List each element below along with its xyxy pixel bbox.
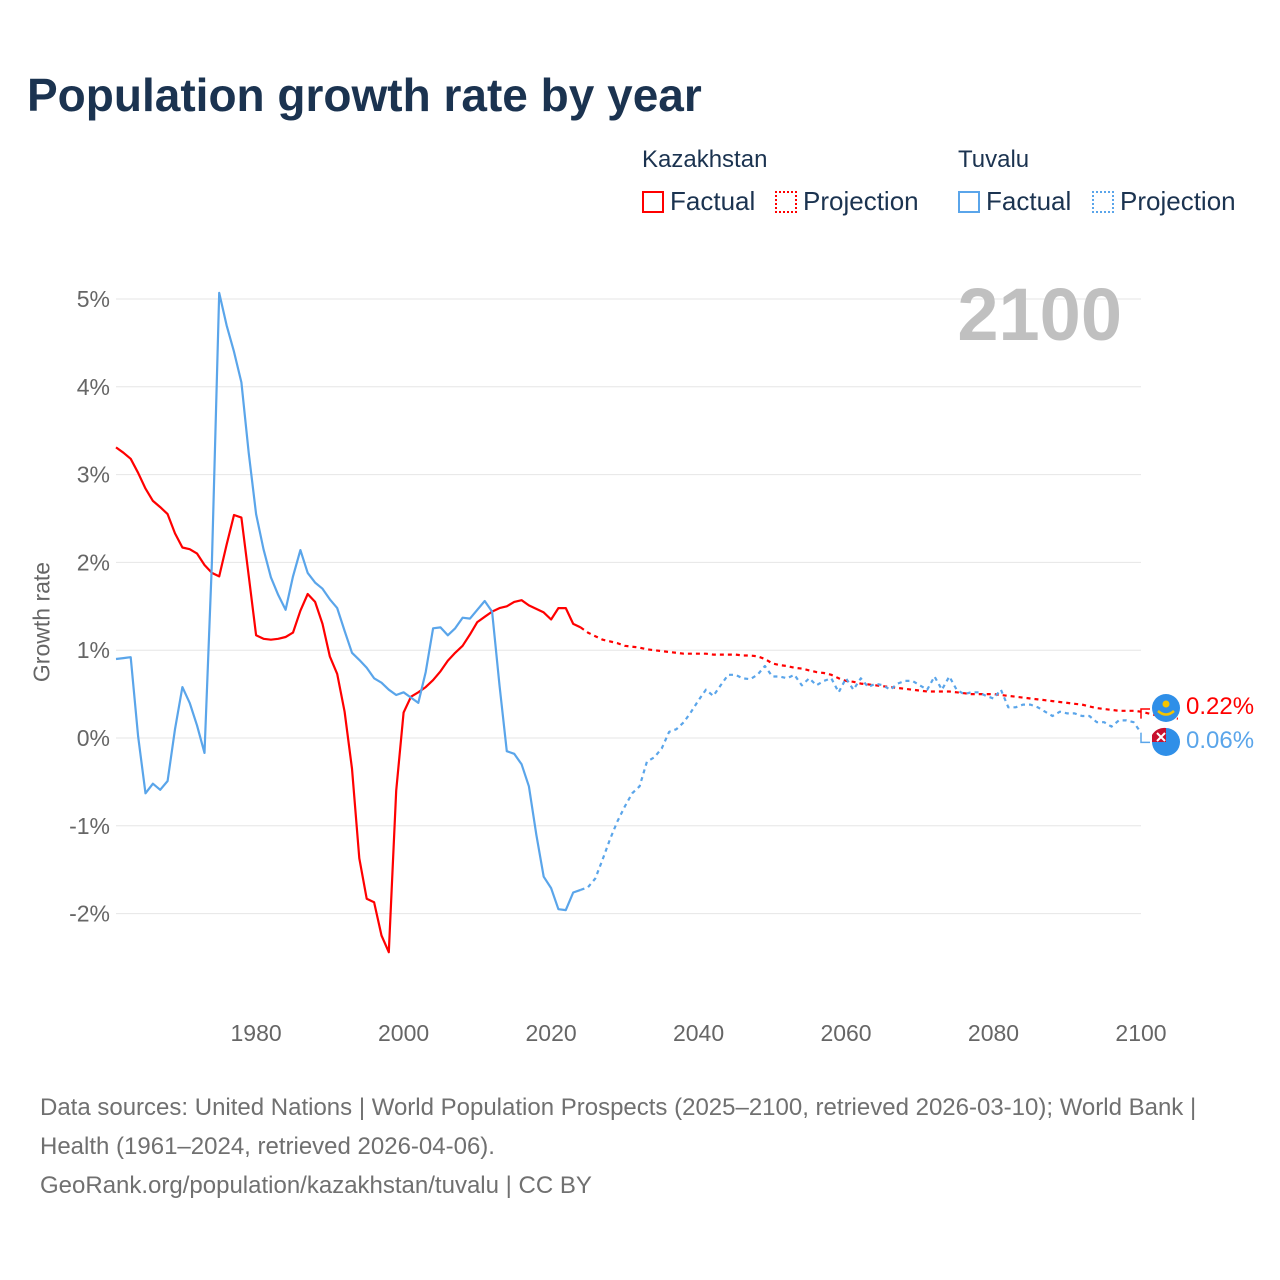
- x-tick-label: 2060: [820, 1020, 871, 1046]
- legend-kazakhstan-factual[interactable]: Factual: [642, 186, 755, 217]
- legend-label: Projection: [1120, 186, 1236, 216]
- legend-label: Factual: [986, 186, 1072, 216]
- legend-group-tuvalu: Tuvalu: [958, 146, 1030, 173]
- current-year-watermark: 2100: [957, 273, 1122, 356]
- footer: Data sources: United Nations | World Pop…: [40, 1088, 1240, 1205]
- y-tick-label: 1%: [77, 637, 110, 663]
- x-tick-label: 2080: [968, 1020, 1019, 1046]
- x-tick-label: 2000: [378, 1020, 429, 1046]
- y-tick-label: -1%: [69, 813, 110, 839]
- legend-swatch-dotted: [775, 190, 797, 213]
- kazakhstan-flag-icon: [1152, 694, 1180, 722]
- y-axis-label: Growth rate: [28, 561, 55, 683]
- y-tick-label: 2%: [77, 549, 110, 575]
- y-tick-label: 3%: [77, 462, 110, 488]
- legend-swatch-solid: [642, 190, 664, 213]
- kazakhstan-flag-sun: [1162, 700, 1170, 708]
- end-connector-tuvalu: [1140, 732, 1150, 744]
- series-line-tuvalu-factual: [115, 291, 581, 912]
- series-line-tuvalu-projection: [580, 664, 1142, 891]
- y-tick-label: 5%: [77, 286, 110, 312]
- legend-label: Projection: [803, 186, 919, 216]
- x-tick-label: 2040: [673, 1020, 724, 1046]
- x-tick-label: 1980: [231, 1020, 282, 1046]
- series-line-kazakhstan-factual: [115, 446, 582, 954]
- legend-swatch-dotted: [1092, 190, 1114, 213]
- legend-tuvalu-factual[interactable]: Factual: [958, 186, 1071, 217]
- y-tick-label: 0%: [77, 725, 110, 751]
- end-label-tuvalu: 0.06%: [1186, 727, 1255, 754]
- kazakhstan-flag-eagle: [1157, 710, 1175, 716]
- legend-swatch-solid: [958, 190, 980, 213]
- legend-tuvalu-projection[interactable]: Projection: [1092, 186, 1236, 217]
- legend-group-kazakhstan: Kazakhstan: [642, 146, 768, 173]
- chart-title: Population growth rate by year: [27, 69, 702, 121]
- y-tick-label: 4%: [77, 374, 110, 400]
- legend-label: Factual: [670, 186, 756, 216]
- end-connector-kazakhstan: [1140, 708, 1150, 719]
- x-tick-label: 2020: [525, 1020, 576, 1046]
- end-label-kazakhstan: 0.22%: [1186, 693, 1255, 720]
- source-link[interactable]: GeoRank.org/population/kazakhstan/tuvalu…: [40, 1172, 592, 1199]
- x-tick-label: 2100: [1115, 1020, 1166, 1046]
- y-tick-label: -2%: [69, 901, 110, 927]
- tuvalu-flag-cross: [1156, 732, 1166, 742]
- legend-kazakhstan-projection[interactable]: Projection: [775, 186, 919, 217]
- series-line-kazakhstan-projection: [579, 626, 1179, 720]
- data-sources: Data sources: United Nations | World Pop…: [40, 1094, 1197, 1160]
